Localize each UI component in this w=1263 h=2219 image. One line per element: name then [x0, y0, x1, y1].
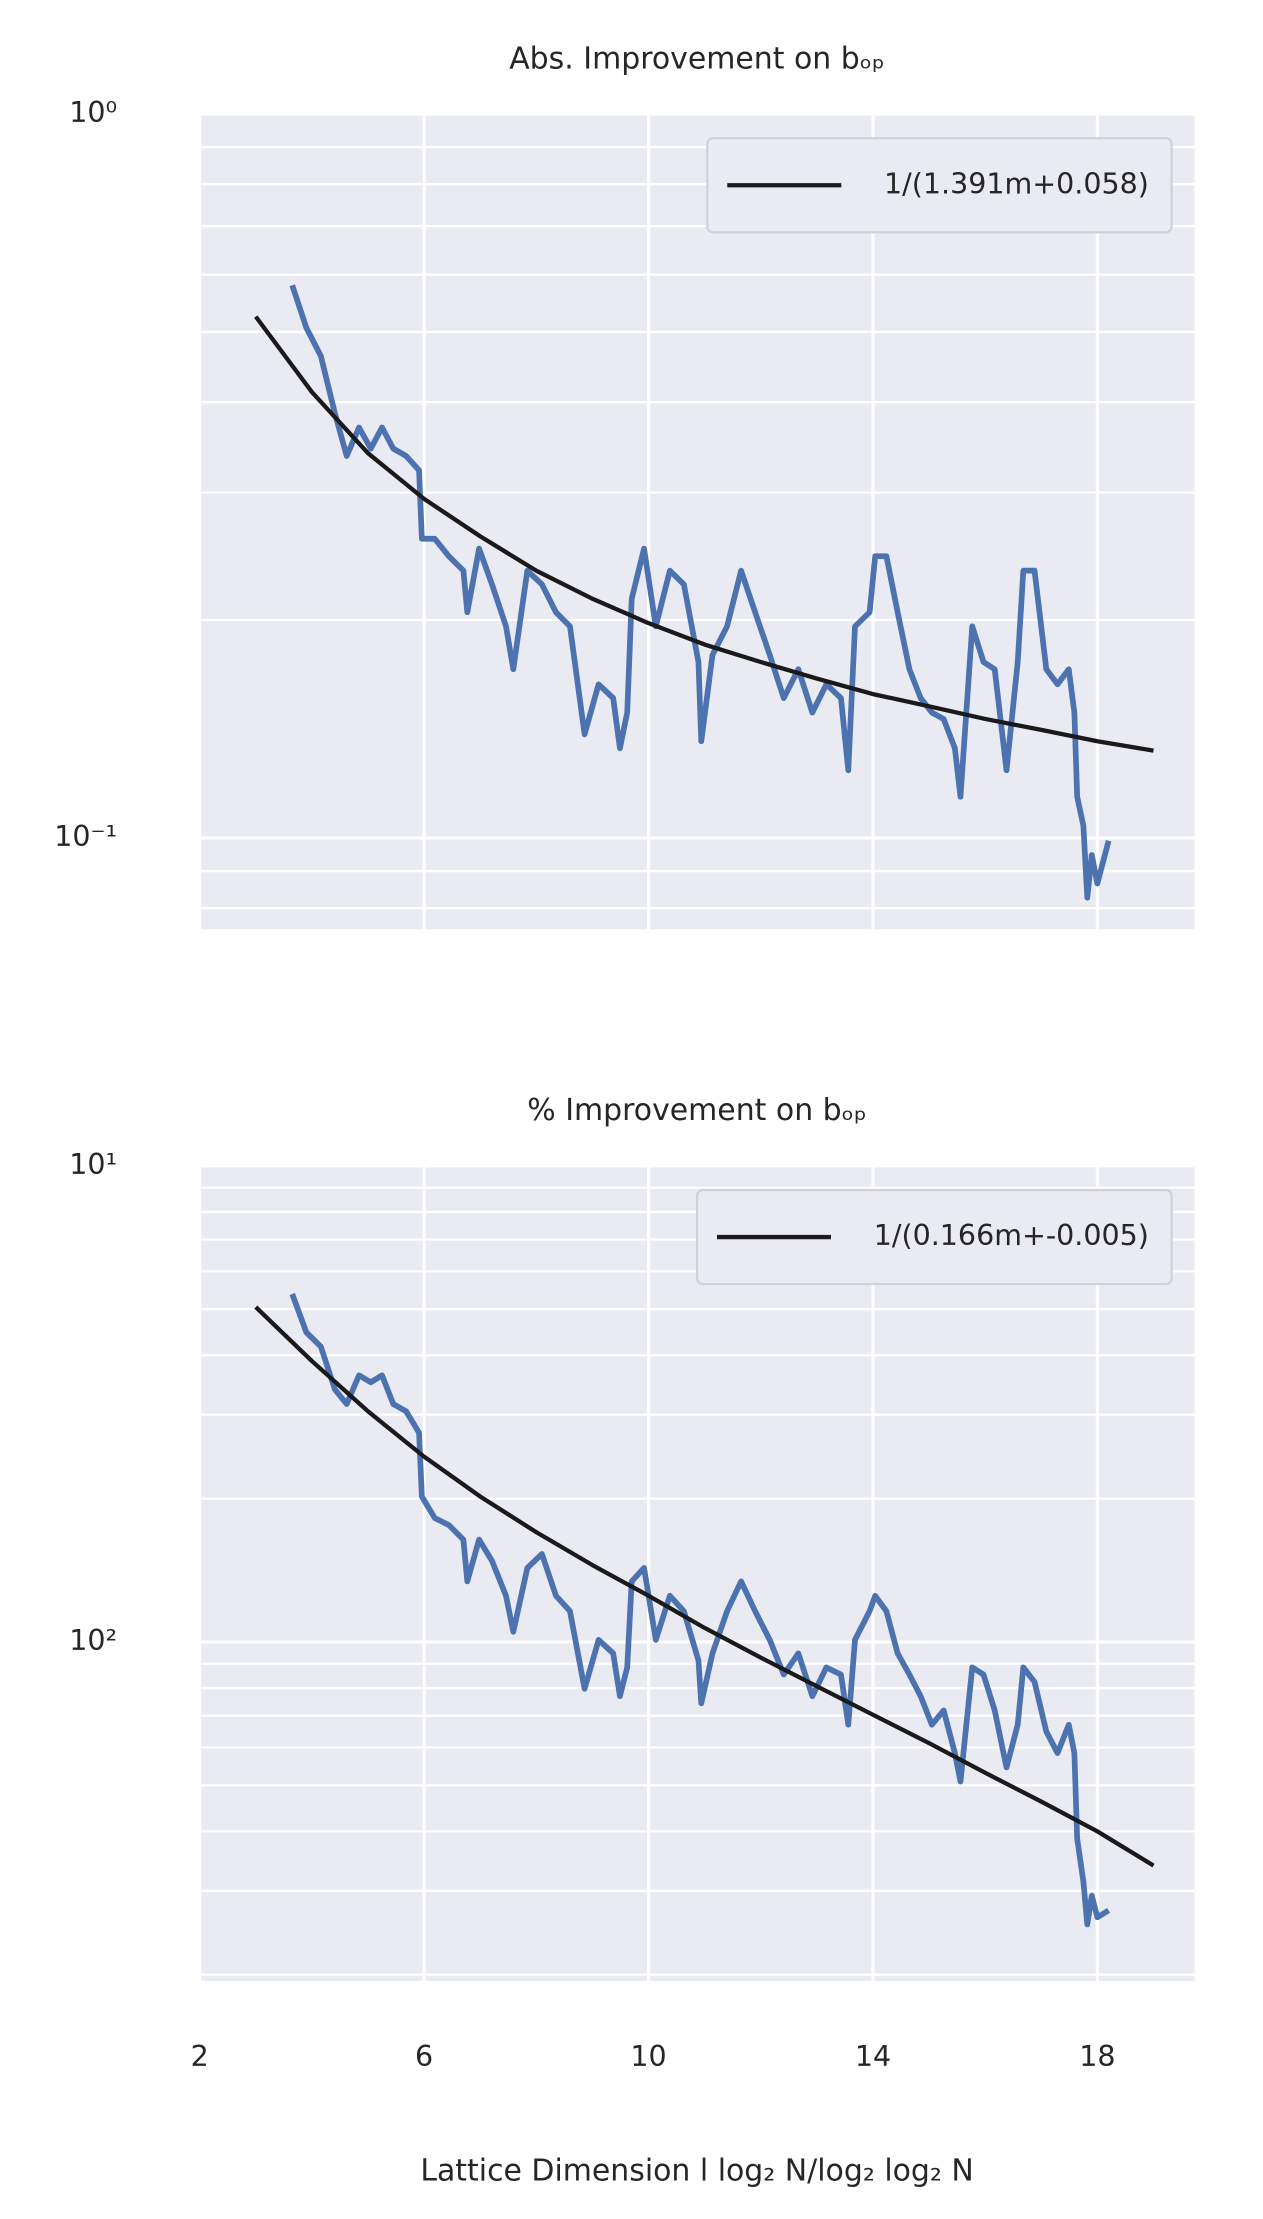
series-line	[289, 1292, 1111, 1928]
chart: % Improvement on bₒₚ 2 6 10 14 18 10¹ 10² 1/(0.1…	[69, 1093, 1195, 2188]
y-tick-label: 10⁰	[69, 96, 117, 129]
legend: 1/(0.166m+-0.005)	[695, 1188, 1173, 1286]
legend-label: 1/(1.391m+0.058)	[884, 167, 1149, 200]
chart-title: % Improvement on bₒₚ	[527, 1093, 867, 1128]
y-tick-label: 10⁻¹	[54, 820, 117, 853]
plot-area	[199, 114, 1195, 930]
x-tick-label: 14	[855, 2040, 891, 2073]
x-tick-label: 10	[630, 2040, 666, 2073]
legend-box	[706, 137, 1173, 234]
x-tick-label: 18	[1079, 2040, 1115, 2073]
chart-title: Abs. Improvement on bₒₚ	[509, 41, 885, 76]
legend-label: 1/(0.166m+-0.005)	[874, 1219, 1149, 1252]
series-line	[254, 1305, 1155, 1868]
x-tick-label: 6	[415, 2040, 433, 2073]
series-line	[289, 284, 1112, 901]
legend-box	[695, 1188, 1173, 1286]
x-tick-label: 2	[191, 2040, 209, 2073]
chart: Abs. Improvement on bₒₚ 10⁰ 10⁻¹ 1/(1.391m+…	[54, 41, 1195, 930]
legend: 1/(1.391m+0.058)	[706, 137, 1173, 234]
plot-area	[199, 1165, 1195, 1981]
series-line	[254, 315, 1154, 753]
y-tick-label: 10²	[69, 1624, 117, 1657]
x-axis-label: Lattice Dimension l log₂ N/log₂ log₂ N	[420, 2153, 973, 2188]
y-tick-label: 10¹	[69, 1148, 117, 1181]
